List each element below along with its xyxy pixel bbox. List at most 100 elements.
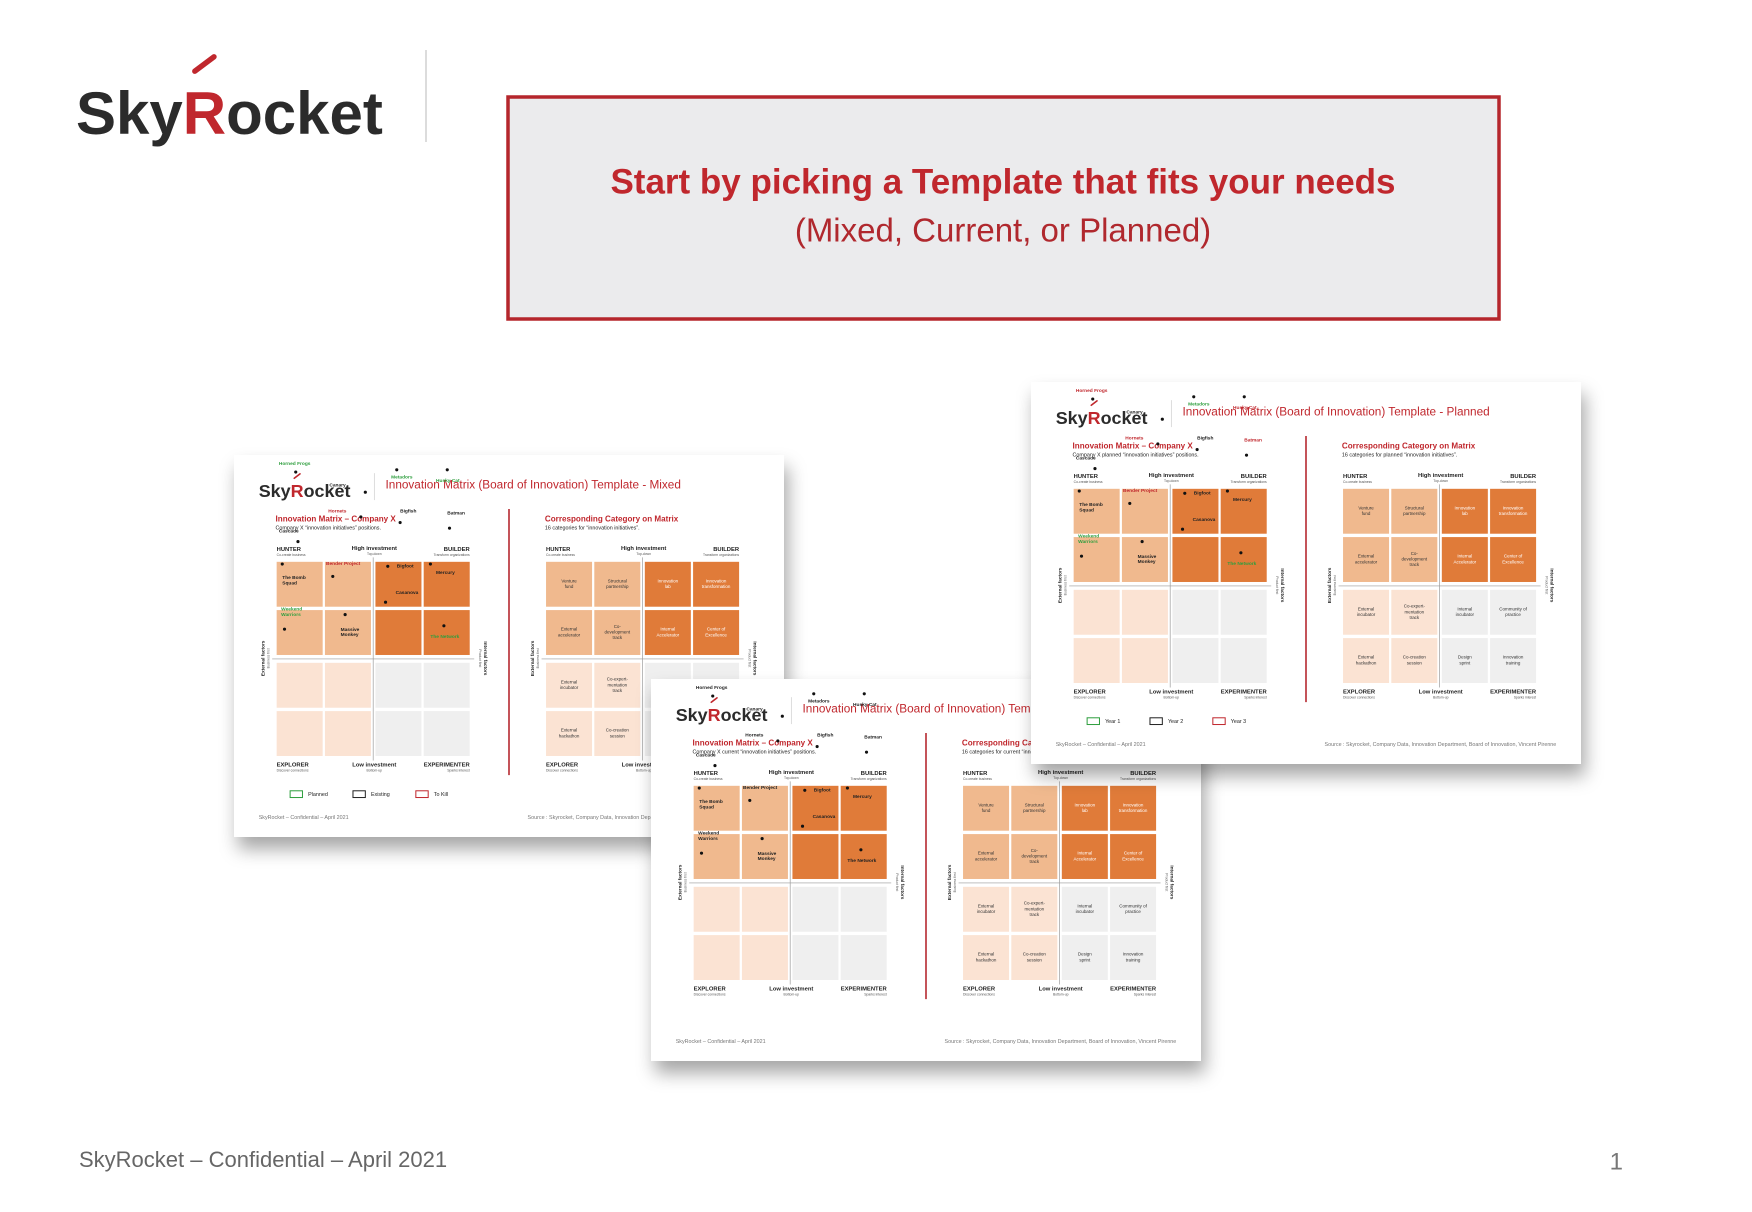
initiative-dot — [386, 564, 390, 568]
matrix-cell — [1391, 589, 1438, 635]
initiative-label: Metadors — [808, 699, 830, 705]
initiative-label: The Network — [847, 858, 876, 864]
initiative-dot — [713, 764, 717, 768]
legend-label: Year 2 — [1168, 719, 1183, 725]
category-label: Co-development track — [1402, 551, 1428, 567]
category-label-line: transformation — [702, 584, 731, 589]
matrix-cell — [1110, 886, 1157, 932]
category-label-line: Center of — [1124, 851, 1143, 856]
category-label: External accelerator — [558, 627, 581, 638]
initiative-label-line: Husky Cat — [436, 478, 460, 484]
category-label-line: Design — [1458, 655, 1472, 660]
logo-r: R — [183, 80, 226, 147]
side-label: External factors Business first — [1057, 567, 1067, 603]
initiative-dot — [282, 627, 287, 631]
logo-sky: Sky — [676, 705, 708, 725]
initiative-label: Weekend Warriors — [698, 831, 719, 842]
corner-label: HUNTER — [277, 547, 302, 553]
category-label: Center of Excellence — [1122, 851, 1144, 862]
corner-sub: Bottom-up — [367, 768, 383, 772]
category-label-line: track — [612, 688, 622, 693]
side-label-main: External factors — [947, 864, 952, 900]
category-label-line: External — [1358, 655, 1374, 660]
corner-label: Low investment — [1039, 987, 1083, 993]
logo-ocket: ocket — [721, 705, 768, 725]
corner-label: High investment — [1149, 473, 1194, 479]
initiative-dot — [1195, 447, 1199, 452]
side-label-sub: Product first — [1275, 576, 1279, 594]
matrix-cell — [792, 834, 839, 879]
matrix-cell — [423, 610, 470, 655]
initiative-dot — [1093, 467, 1097, 471]
logo-r: R — [1088, 408, 1101, 428]
corner-sub: Top-down — [367, 552, 382, 556]
matrix-cell — [423, 561, 470, 607]
initiative-dot — [748, 798, 752, 802]
category-label-line: Co- — [614, 624, 622, 629]
matrix-cell — [1391, 488, 1438, 534]
initiative-label-line: Warriors — [281, 612, 301, 618]
initiative-dot — [859, 848, 863, 852]
initiative-label: Batman — [1244, 438, 1262, 444]
category-label: Innovation lab — [1075, 803, 1096, 814]
initiative-dot — [1091, 397, 1095, 401]
initiative-dot — [864, 750, 869, 754]
initiative-label-line: Canary — [329, 483, 346, 489]
corner-sub: Discover connections — [1343, 695, 1375, 699]
matrix-cell — [1110, 834, 1157, 879]
initiative-label: Husky Cat — [436, 478, 460, 484]
corner-sub: Co-create business — [694, 777, 723, 781]
initiative-label-line: The Network — [847, 858, 876, 864]
template-slide: SkyRocket Innovation Matrix (Board of Inn… — [1031, 382, 1581, 764]
initiative-label-line: Mercury — [436, 570, 455, 576]
initiative-label: Husky Cat — [1233, 405, 1257, 411]
logo-accent — [1090, 400, 1098, 407]
logo-r: R — [291, 481, 304, 501]
initiative-label-line: The Bomb — [1079, 502, 1103, 508]
side-label-sub: Business first — [1064, 575, 1068, 595]
category-label-line: Co-creation — [1403, 655, 1427, 660]
category-label-line: partnership — [1023, 808, 1046, 813]
logo-ocket: ocket — [304, 481, 351, 501]
corner-label: EXPLORER — [694, 987, 727, 993]
matrix-cell — [1172, 589, 1219, 635]
initiative-label: Batman — [864, 735, 882, 741]
initiative-label: Batman — [447, 511, 465, 517]
category-label: Innovation lab — [1455, 506, 1476, 517]
initiative-label-line: Hornets — [1125, 436, 1144, 442]
matrix-cell — [1011, 834, 1058, 879]
template-footer: SkyRocket – Confidential – April 2021 — [1056, 742, 1146, 748]
matrix-heading: Corresponding Category on Matrix — [1342, 441, 1476, 450]
matrix-cell — [693, 561, 740, 607]
initiative-dot — [815, 744, 819, 749]
initiative-label-line: Mercury — [1233, 497, 1252, 503]
initiative-label-line: Monkey — [758, 856, 776, 862]
legend-label: To Kill — [434, 792, 448, 798]
category-label-line: transformation — [1499, 511, 1528, 516]
category-label-line: Co- — [1411, 551, 1419, 556]
corner-sub: Top-down — [636, 552, 651, 556]
initiative-label-line: Squad — [1079, 508, 1094, 514]
initiative-label-line: Horned Frogs — [1076, 388, 1108, 394]
category-label-line: transformation — [1119, 808, 1148, 813]
initiative-label-line: Horned Frogs — [696, 685, 728, 691]
category-label-line: development — [1402, 557, 1428, 562]
matrix-cell — [792, 886, 839, 932]
side-label-main: External factors — [1327, 567, 1332, 603]
category-label-line: fund — [982, 808, 991, 813]
title-box — [506, 95, 1501, 321]
matrix-cell — [1073, 638, 1120, 683]
side-label-main: Internal factors — [1280, 568, 1285, 602]
category-label: Venture fund — [978, 803, 994, 814]
matrix-cell — [324, 561, 371, 607]
matrix-cell — [324, 662, 371, 708]
matrix-cell — [840, 785, 887, 831]
category-label: Innovation transformation — [1499, 506, 1528, 517]
category-label: Internal Accelerator — [1074, 851, 1097, 862]
initiative-label-line: Batman — [447, 511, 465, 517]
corner-label: HUNTER — [1074, 474, 1099, 480]
corner-sub: Bottom-up — [1433, 695, 1449, 699]
initiative-label-line: Weekend — [1078, 534, 1099, 540]
